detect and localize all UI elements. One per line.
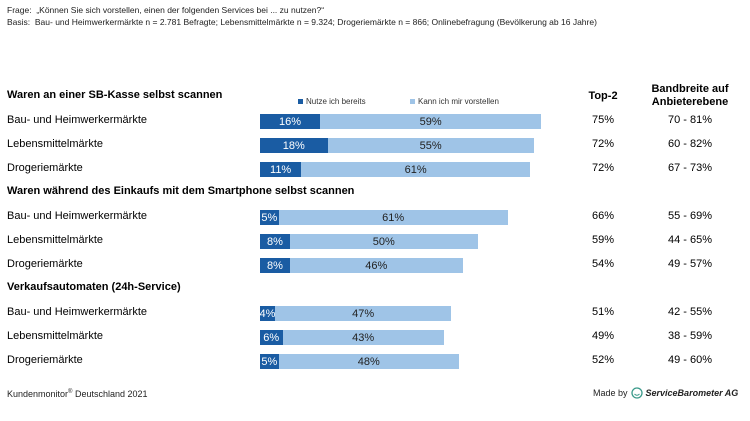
- legend-nutze: Nutze ich bereits: [298, 97, 366, 106]
- section-title: Verkaufsautomaten (24h-Service): [7, 281, 181, 293]
- bar-kann: 47%: [275, 306, 452, 321]
- category-label: Lebensmittelmärkte: [7, 330, 103, 342]
- frage-label: Frage:: [7, 5, 32, 15]
- bar-kann: 61%: [278, 210, 508, 225]
- section-title: Waren an einer SB-Kasse selbst scannen: [7, 89, 223, 101]
- range-value: 55 - 69%: [667, 210, 713, 222]
- bar-nutze: 6%: [260, 330, 283, 345]
- range-header: Bandbreite auf Anbieterebene: [651, 83, 729, 108]
- bar-nutze: 4%: [259, 306, 276, 321]
- bar-nutze: 16%: [260, 114, 320, 129]
- basis-line: Basis: Bau- und Heimwerkermärkte n = 2.7…: [7, 17, 597, 27]
- top2-value: 75%: [591, 114, 615, 126]
- bar-kann: 43%: [282, 330, 444, 345]
- bar-kann: 59%: [320, 114, 542, 129]
- top2-value: 54%: [591, 258, 615, 270]
- range-value: 44 - 65%: [667, 234, 713, 246]
- category-label: Bau- und Heimwerkermärkte: [7, 210, 147, 222]
- top2-header: Top-2: [588, 90, 618, 102]
- bar-nutze: 18%: [260, 138, 328, 153]
- source: Kundenmonitor® Deutschland 2021: [7, 389, 148, 399]
- top2-value: 72%: [591, 162, 615, 174]
- made-by: Made by ServiceBarometer AG: [593, 387, 738, 399]
- category-label: Drogeriemärkte: [7, 354, 83, 366]
- bar-kann: 46%: [290, 258, 463, 273]
- frage-line: Frage: „Können Sie sich vorstellen, eine…: [7, 5, 324, 15]
- legend-label: Nutze ich bereits: [306, 97, 366, 106]
- range-value: 49 - 60%: [667, 354, 713, 366]
- top2-value: 51%: [591, 306, 615, 318]
- range-value: 60 - 82%: [667, 138, 713, 150]
- range-value: 38 - 59%: [667, 330, 713, 342]
- bar-kann: 61%: [301, 162, 530, 177]
- basis-label: Basis:: [7, 17, 31, 27]
- range-value: 70 - 81%: [667, 114, 713, 126]
- top2-value: 72%: [591, 138, 615, 150]
- brand-name: ServiceBarometer AG: [645, 388, 739, 398]
- top2-value: 59%: [591, 234, 615, 246]
- legend-swatch: [298, 99, 303, 104]
- top2-value: 52%: [591, 354, 615, 366]
- category-label: Drogeriemärkte: [7, 162, 83, 174]
- legend-label: Kann ich mir vorstellen: [418, 97, 499, 106]
- range-value: 49 - 57%: [667, 258, 713, 270]
- bar-kann: 50%: [290, 234, 478, 249]
- bar-nutze: 8%: [260, 234, 290, 249]
- source-name: Kundenmonitor: [7, 389, 69, 399]
- range-value: 67 - 73%: [667, 162, 713, 174]
- registered-mark: ®: [68, 389, 73, 395]
- category-label: Lebensmittelmärkte: [7, 234, 103, 246]
- bar-nutze: 5%: [260, 210, 279, 225]
- bar-nutze: 11%: [260, 162, 302, 177]
- category-label: Drogeriemärkte: [7, 258, 83, 270]
- made-by-label: Made by: [593, 388, 628, 398]
- basis-text: Bau- und Heimwerkermärkte n = 2.781 Befr…: [34, 17, 597, 27]
- top2-value: 66%: [591, 210, 615, 222]
- bar-nutze: 8%: [260, 258, 290, 273]
- frage-text: „Können Sie sich vorstellen, einen der f…: [36, 5, 325, 15]
- bar-kann: 48%: [278, 354, 459, 369]
- top2-value: 49%: [591, 330, 615, 342]
- range-value: 42 - 55%: [667, 306, 713, 318]
- smiley-logo-icon: [630, 387, 643, 399]
- source-rest: Deutschland 2021: [72, 389, 148, 399]
- bar-kann: 55%: [327, 138, 534, 153]
- bar-nutze: 5%: [260, 354, 279, 369]
- category-label: Lebensmittelmärkte: [7, 138, 103, 150]
- category-label: Bau- und Heimwerkermärkte: [7, 114, 147, 126]
- section-title: Waren während des Einkaufs mit dem Smart…: [7, 185, 355, 197]
- legend-swatch: [410, 99, 415, 104]
- category-label: Bau- und Heimwerkermärkte: [7, 306, 147, 318]
- legend-kann: Kann ich mir vorstellen: [410, 97, 499, 106]
